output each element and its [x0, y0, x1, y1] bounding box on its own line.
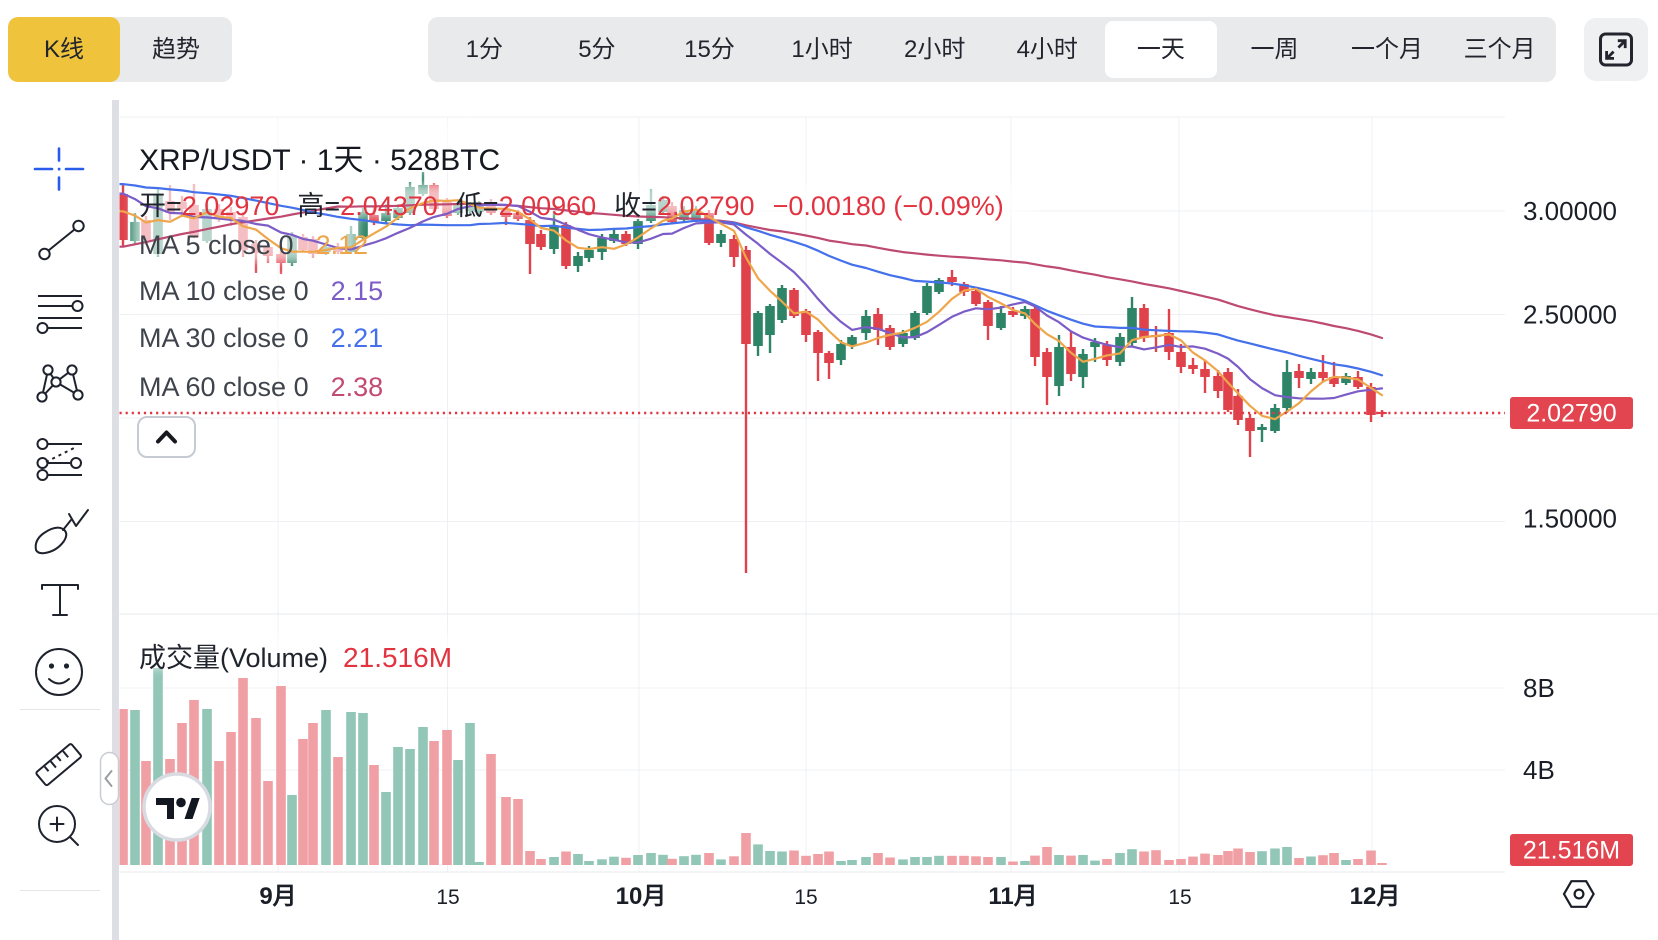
- svg-text:2.02790: 2.02790: [1526, 400, 1616, 428]
- svg-text:15: 15: [1168, 886, 1191, 909]
- svg-text:12月: 12月: [1350, 883, 1401, 910]
- svg-text:3.00000: 3.00000: [1523, 196, 1617, 226]
- svg-text:21.516M: 21.516M: [1523, 837, 1620, 865]
- svg-text:15: 15: [436, 886, 459, 909]
- svg-text:11月: 11月: [988, 883, 1037, 910]
- svg-text:4B: 4B: [1523, 755, 1555, 785]
- svg-text:15: 15: [794, 886, 817, 909]
- svg-text:2.50000: 2.50000: [1523, 300, 1617, 330]
- svg-text:10月: 10月: [616, 883, 667, 910]
- svg-text:8B: 8B: [1523, 673, 1555, 703]
- svg-text:1.50000: 1.50000: [1523, 504, 1617, 534]
- svg-text:9月: 9月: [259, 883, 296, 910]
